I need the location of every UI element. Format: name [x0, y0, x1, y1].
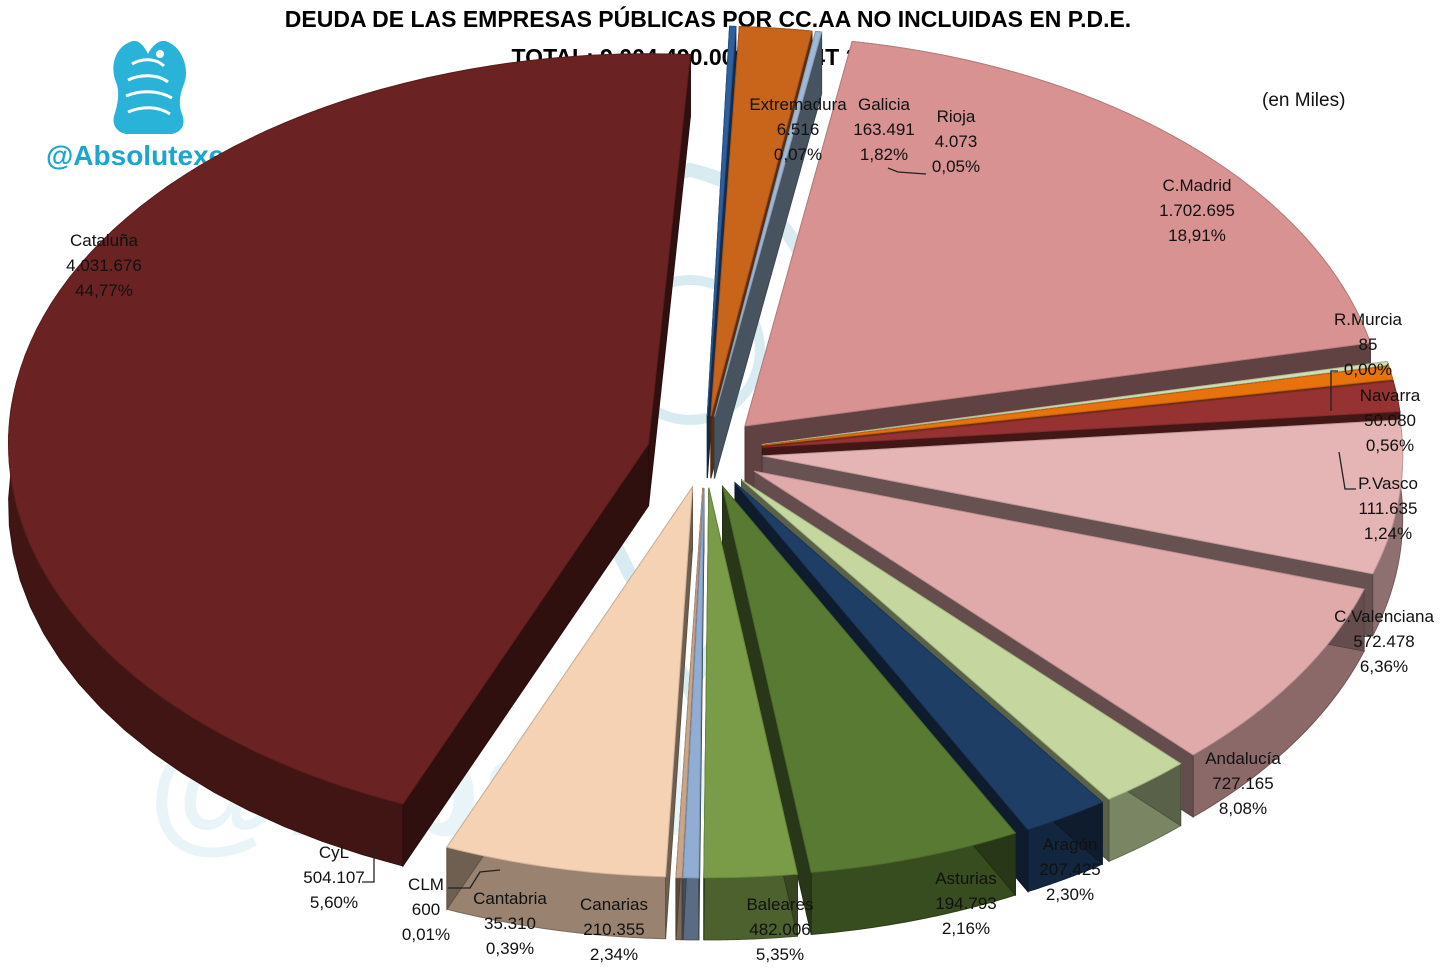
slice-label-percent: 0,05%: [931, 157, 981, 176]
pie-slice-top: [741, 479, 1182, 800]
slice-label-percent: 2,16%: [941, 919, 991, 938]
slice-label-rioja: Rioja 4.073 0,05%: [932, 104, 980, 179]
slice-label-name: R.Murcia: [1333, 310, 1403, 329]
slice-label-name: Andalucía: [1205, 749, 1281, 768]
slice-label-value: 207.425: [1039, 860, 1101, 879]
slice-label-p-vasco: P.Vasco 111.635 1,24%: [1358, 471, 1418, 546]
slice-label-andaluc-a: Andalucía 727.165 8,08%: [1205, 746, 1281, 821]
slice-label-value: 4.031.676: [66, 256, 142, 275]
slice-label-clm: CLM 600 0,01%: [402, 872, 450, 947]
pie-slice-top: [675, 487, 704, 879]
slice-label-percent: 0,07%: [773, 145, 823, 164]
slice-label-asturias: Asturias 194.793 2,16%: [935, 866, 996, 941]
slice-label-name: CyL: [318, 843, 350, 862]
slice-label-navarra: Navarra 50.080 0,56%: [1360, 383, 1420, 458]
pie-slice-top: [710, 26, 813, 417]
slice-label-extremadura: Extremadura 6.516 0,07%: [749, 92, 846, 167]
slice-label-value: 6.516: [776, 120, 820, 139]
chart-title: DEUDA DE LAS EMPRESAS PÚBLICAS POR CC.AA…: [284, 6, 1132, 32]
slice-label-value: 572.478: [1353, 632, 1415, 651]
slice-label-percent: 8,08%: [1218, 799, 1268, 818]
pie-slice-top: [744, 40, 1372, 427]
slice-label-name: Cantabria: [473, 889, 547, 908]
pie-slice-top: [8, 53, 691, 805]
pie-slice-canarias: [703, 487, 799, 941]
pie-slice-top: [761, 360, 1390, 446]
slice-label-baleares: Baleares 482.006 5,35%: [746, 892, 813, 967]
slice-label-value: 504.107: [303, 868, 365, 887]
slice-label-cantabria: Cantabria 35.310 0,39%: [473, 886, 547, 961]
slice-label-arag-n: Aragón 207.425 2,30%: [1039, 832, 1100, 907]
slice-label-value: 85: [1358, 335, 1378, 354]
slice-label-catalu-a: Cataluña 4.031.676 44,77%: [66, 228, 142, 303]
slice-label-percent: 6,36%: [1359, 657, 1409, 676]
slice-label-name: Cataluña: [69, 231, 139, 250]
units-note: (en Miles): [1262, 90, 1346, 111]
slice-label-galicia: Galicia 163.491 1,82%: [853, 92, 914, 167]
slice-label-percent: 5,35%: [755, 945, 805, 964]
slice-label-value: 482.006: [749, 920, 811, 939]
slice-label-percent: 1,82%: [859, 145, 909, 164]
slice-label-percent: 2,30%: [1045, 885, 1095, 904]
slice-label-value: 1.702.695: [1159, 201, 1235, 220]
slice-label-c-valenciana: C.Valenciana 572.478 6,36%: [1334, 604, 1434, 679]
slice-label-cyl: CyL 504.107 5,60%: [303, 840, 364, 915]
slice-label-value: 727.165: [1212, 774, 1274, 793]
slice-label-name: Extremadura: [749, 95, 847, 114]
slice-label-value: 50.080: [1364, 411, 1416, 430]
pie-slice-top: [722, 485, 1017, 874]
pie-slice-top: [761, 365, 1394, 446]
slice-label-name: Asturias: [935, 869, 997, 888]
slice-label-r-murcia: R.Murcia 85 0,00%: [1334, 307, 1402, 382]
slice-label-percent: 0,01%: [401, 925, 451, 944]
slice-label-name: Aragón: [1042, 835, 1098, 854]
slice-label-name: Galicia: [858, 95, 910, 114]
slice-label-canarias: Canarias 210.355 2,34%: [580, 892, 648, 967]
pie-slice-baleares: [722, 484, 1017, 936]
pie-slice-top: [734, 482, 1104, 831]
slice-label-value: 4.073: [934, 132, 978, 151]
slice-label-percent: 5,60%: [309, 893, 359, 912]
pie-slice-top: [703, 487, 799, 879]
slice-label-name: Baleares: [746, 895, 814, 914]
slice-label-name: P.Vasco: [1358, 474, 1418, 493]
slice-label-percent: 18,91%: [1168, 226, 1226, 245]
pie-slice-top: [682, 487, 705, 879]
slice-label-name: C.Valenciana: [1334, 607, 1434, 626]
pie-slice-rioja: [713, 30, 823, 479]
slice-label-name: CLM: [408, 875, 444, 894]
slice-label-name: Rioja: [936, 107, 976, 126]
handle-label: @Absolutexe: [46, 140, 225, 171]
slice-label-value: 194.793: [935, 894, 997, 913]
gryphon-logo-icon: [113, 40, 187, 135]
slice-label-value: 163.491: [853, 120, 915, 139]
pie-slice-top: [713, 30, 823, 417]
pie-slice-cantabria: [682, 487, 705, 941]
slice-label-name: Navarra: [1359, 386, 1421, 405]
pie-slice-top: [706, 25, 737, 417]
slice-label-value: 600: [411, 900, 441, 919]
slice-label-percent: 0,00%: [1343, 360, 1393, 379]
slice-label-percent: 1,24%: [1363, 524, 1413, 543]
slice-label-percent: 44,77%: [75, 281, 133, 300]
pie-slice-top: [753, 470, 1365, 756]
slice-label-c-madrid: C.Madrid 1.702.695 18,91%: [1159, 173, 1235, 248]
slice-label-percent: 0,56%: [1365, 436, 1415, 455]
slice-label-name: C.Madrid: [1162, 176, 1232, 195]
pie-slice-top: [762, 419, 1404, 575]
slice-label-name: Canarias: [579, 895, 649, 914]
slice-label-percent: 0,39%: [485, 939, 535, 958]
pie-slice-top: [446, 485, 694, 878]
pie-slice-catalu-a: [8, 53, 691, 868]
slice-label-percent: 2,34%: [589, 945, 639, 964]
pie-slice-top: [762, 380, 1401, 448]
slice-label-value: 35.310: [484, 914, 536, 933]
slice-label-value: 210.355: [583, 920, 645, 939]
pie-slice-cyl: [446, 485, 694, 940]
slice-label-value: 111.635: [1358, 499, 1418, 518]
